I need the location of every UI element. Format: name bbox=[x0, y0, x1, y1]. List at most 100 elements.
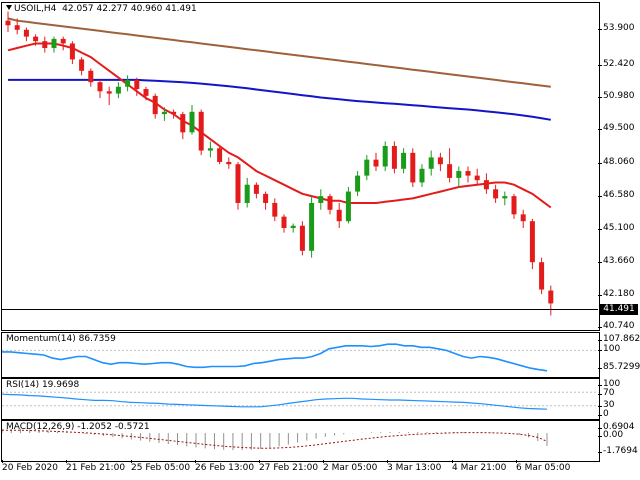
momentum-tick-label: 100 bbox=[597, 344, 621, 354]
rsi-tick-label: 100 bbox=[597, 379, 621, 389]
candle-body bbox=[539, 262, 545, 290]
momentum-line bbox=[2, 343, 548, 372]
candle-body bbox=[465, 171, 471, 176]
candle-body bbox=[198, 111, 204, 151]
candle-body bbox=[281, 216, 287, 229]
sma-mid-line bbox=[8, 78, 551, 121]
candle-body bbox=[79, 59, 85, 71]
time-tick-label: 26 Feb 13:00 bbox=[195, 460, 255, 473]
candle-body bbox=[355, 175, 361, 192]
time-tick-label: 27 Feb 21:00 bbox=[259, 460, 319, 473]
current-price-tag: 41.491 bbox=[600, 304, 638, 315]
rsi-tick-label: 70 bbox=[597, 388, 615, 398]
macd-tick-label: 0.00 bbox=[597, 430, 624, 440]
price-chart-canvas[interactable] bbox=[2, 3, 599, 330]
candle-body bbox=[437, 157, 443, 165]
candle-body bbox=[309, 202, 315, 251]
candle-body bbox=[115, 86, 121, 94]
candle-body bbox=[97, 82, 103, 92]
candle-body bbox=[23, 29, 29, 37]
time-tick-label: 21 Feb 21:00 bbox=[66, 460, 126, 473]
candle-body bbox=[493, 189, 499, 199]
candle-body bbox=[263, 193, 269, 203]
momentum-pane[interactable]: Momentum(14) 86.7359 bbox=[1, 332, 600, 378]
rsi-tick-label: 0 bbox=[598, 409, 609, 419]
candle-body bbox=[171, 111, 177, 115]
candle-body bbox=[419, 168, 425, 183]
candle-body bbox=[161, 111, 167, 115]
price-tick-label: 46.580 bbox=[598, 190, 635, 200]
candle-body bbox=[88, 70, 94, 83]
candle-body bbox=[529, 221, 535, 263]
macd-signal-line bbox=[2, 429, 548, 449]
candle-body bbox=[391, 145, 397, 169]
sma-slow-line bbox=[7, 17, 551, 88]
time-tick-label: 2 Mar 05:00 bbox=[323, 460, 378, 473]
candle-body bbox=[511, 196, 517, 215]
candle-body bbox=[69, 43, 75, 60]
candle-body bbox=[299, 225, 305, 251]
price-tick-label: 43.660 bbox=[598, 256, 635, 266]
macd-canvas bbox=[2, 428, 548, 451]
candle-body bbox=[345, 191, 351, 222]
ohlc-readout: 42.057 42.277 40.960 41.491 bbox=[62, 4, 197, 14]
candle-body bbox=[410, 152, 416, 183]
candle-body bbox=[189, 111, 195, 133]
candle-body bbox=[60, 38, 66, 44]
current-price-line bbox=[1, 309, 598, 310]
momentum-tick-label: 85.7299 bbox=[597, 362, 640, 372]
time-tick-label: 4 Mar 21:00 bbox=[452, 460, 507, 473]
time-tick-label: 20 Feb 2020 bbox=[2, 460, 59, 473]
candle-body bbox=[382, 145, 388, 167]
candle-body bbox=[33, 36, 39, 42]
dropdown-arrow-icon[interactable] bbox=[6, 5, 12, 10]
time-axis[interactable]: 20 Feb 2020 21 Feb 21:00 25 Feb 05:00 26… bbox=[1, 460, 599, 480]
rsi-canvas bbox=[2, 391, 599, 410]
candle-body bbox=[447, 164, 453, 178]
rsi-line bbox=[2, 393, 548, 410]
candle-body bbox=[180, 114, 186, 133]
candle-body bbox=[125, 79, 131, 87]
candle-body bbox=[253, 184, 259, 194]
candle-body bbox=[401, 152, 407, 169]
candle-body bbox=[336, 209, 342, 222]
candle-body bbox=[235, 164, 241, 203]
candle-body bbox=[364, 159, 370, 176]
price-tick-label: 52.420 bbox=[598, 59, 635, 69]
time-tick-label: 6 Mar 05:00 bbox=[516, 460, 571, 473]
candle-body bbox=[143, 89, 149, 96]
candle-body bbox=[428, 157, 434, 169]
chart-header: USOIL,H4 42.057 42.277 40.960 41.491 bbox=[6, 4, 197, 14]
candle-body bbox=[318, 196, 324, 203]
price-tick-label: 48.060 bbox=[598, 157, 635, 167]
price-tick-label: 50.980 bbox=[598, 91, 635, 101]
price-tick-label: 45.100 bbox=[598, 223, 635, 233]
price-axis[interactable]: 53.900 52.420 50.980 49.500 48.060 46.58… bbox=[597, 0, 640, 460]
candle-body bbox=[502, 196, 508, 199]
candle-body bbox=[244, 184, 250, 203]
price-tick-label: 40.740 bbox=[598, 321, 635, 331]
momentum-title: Momentum(14) 86.7359 bbox=[6, 334, 116, 344]
macd-pane[interactable]: MACD(12,26,9) -1.2052 -0.5721 bbox=[1, 420, 600, 462]
candle-body bbox=[290, 225, 296, 229]
momentum-canvas bbox=[2, 343, 599, 372]
candle-body bbox=[42, 41, 48, 49]
candle-body bbox=[152, 95, 158, 115]
candle-body bbox=[483, 180, 489, 190]
rsi-pane[interactable]: RSI(14) 19.9698 bbox=[1, 378, 600, 420]
candle-body bbox=[373, 159, 379, 167]
macd-title: MACD(12,26,9) -1.2052 -0.5721 bbox=[6, 422, 150, 432]
candle-body bbox=[548, 290, 554, 304]
candle-body bbox=[520, 214, 526, 222]
candle-body bbox=[5, 20, 11, 26]
sma-fast-line bbox=[7, 42, 552, 209]
candle-body bbox=[14, 25, 20, 30]
candle-body bbox=[456, 171, 462, 178]
candle-body bbox=[226, 161, 232, 165]
candle-body bbox=[217, 148, 223, 162]
macd-tick-label: -1.7694 bbox=[598, 446, 638, 456]
time-tick-label: 3 Mar 13:00 bbox=[387, 460, 442, 473]
price-tick-label: 49.500 bbox=[598, 123, 635, 133]
price-chart-pane[interactable]: USOIL,H4 42.057 42.277 40.960 41.491 bbox=[1, 2, 600, 331]
rsi-tick-label: 30 bbox=[597, 400, 615, 410]
